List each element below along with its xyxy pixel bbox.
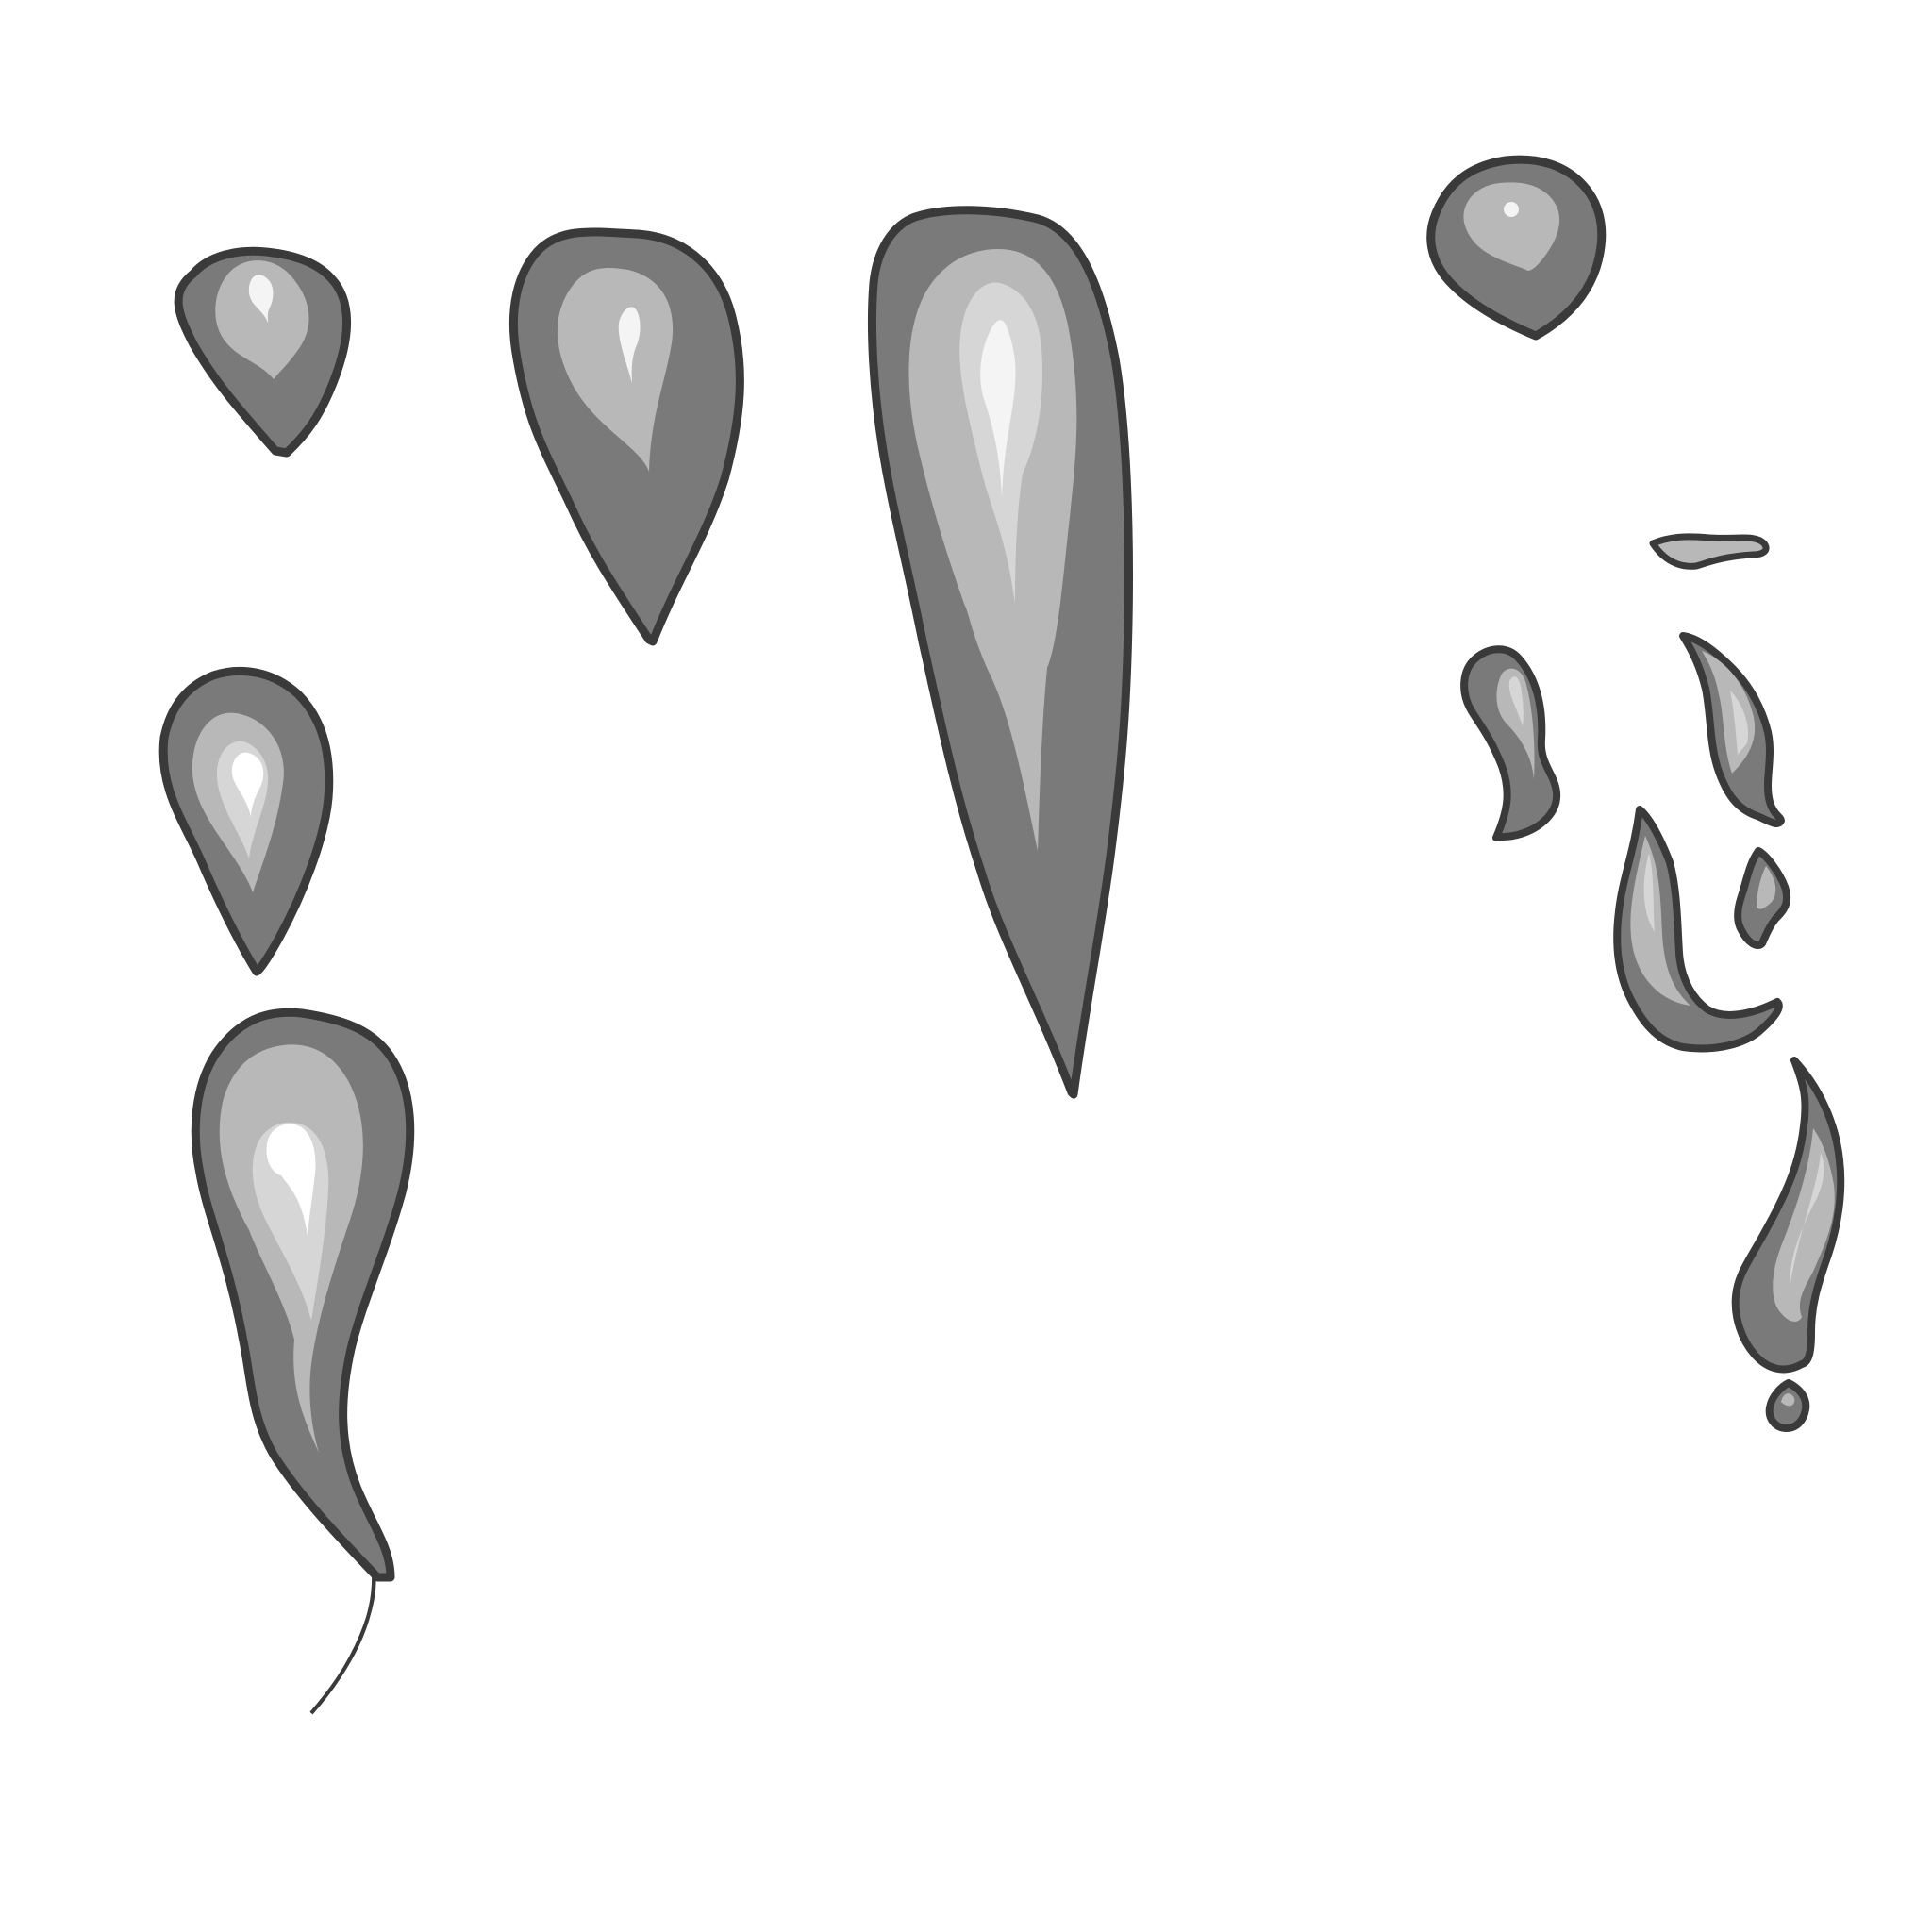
splash-fragment-icon (1649, 533, 1770, 570)
exclamation-splash-sprite (1731, 1057, 1845, 1374)
long-droplet-sprite (867, 206, 1133, 1099)
exclamation-dot-sprite (1765, 1379, 1810, 1432)
wavy-droplet-sprite (191, 1008, 415, 1715)
hook-splash-sprite (1613, 806, 1783, 1053)
curl-right-splash-sprite (1679, 632, 1785, 827)
wide-droplet-sprite (158, 666, 334, 976)
small-bead-splash-sprite (1734, 847, 1791, 949)
curl-left-splash-sprite (1460, 645, 1561, 841)
splash-fragment-icon (1460, 645, 1561, 841)
round-droplet-sprite (1426, 155, 1607, 341)
small-droplet-sprite (174, 246, 352, 458)
tiny-splash-bar-sprite (1649, 533, 1770, 570)
medium-droplet-sprite (508, 227, 744, 646)
